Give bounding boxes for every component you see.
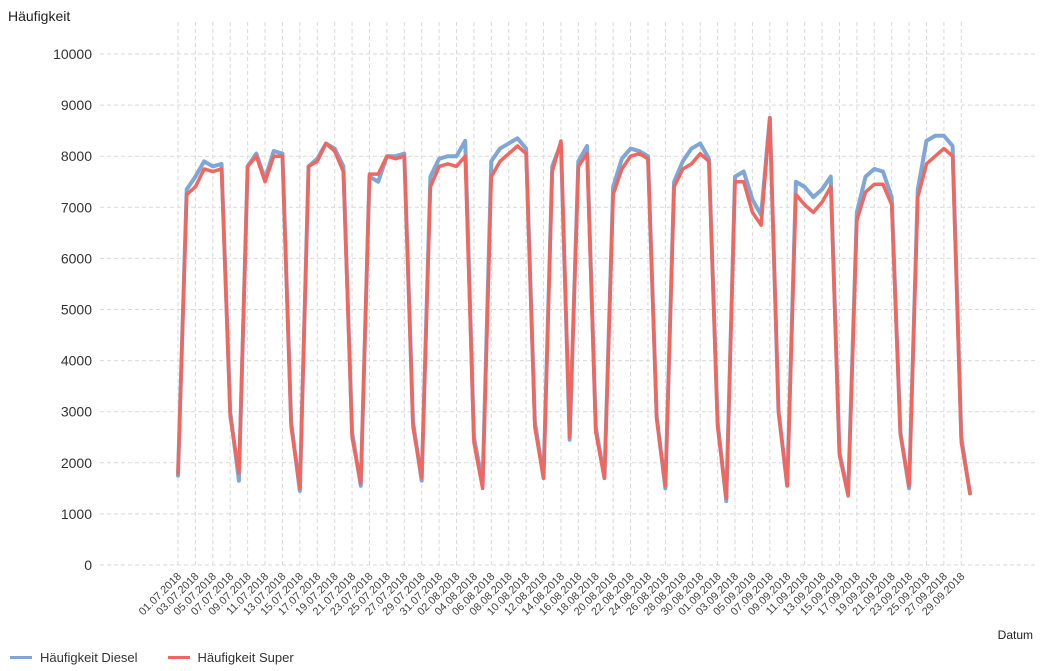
y-tick-label: 0	[84, 557, 92, 573]
legend-item-super: Häufigkeit Super	[167, 650, 294, 665]
x-axis-title: Datum	[997, 628, 1033, 642]
legend-swatch-diesel	[10, 656, 32, 659]
legend: Häufigkeit Diesel Häufigkeit Super	[10, 650, 294, 665]
y-tick-label: 8000	[61, 148, 92, 164]
x-axis-ticks: 01.07.201803.07.201805.07.201807.07.2018…	[137, 571, 968, 618]
y-tick-label: 2000	[61, 455, 92, 471]
legend-item-diesel: Häufigkeit Diesel	[10, 650, 138, 665]
y-tick-label: 5000	[61, 302, 92, 318]
legend-label-diesel: Häufigkeit Diesel	[40, 650, 138, 665]
y-tick-label: 9000	[61, 97, 92, 113]
y-tick-label: 4000	[61, 353, 92, 369]
series-layer	[176, 115, 972, 504]
y-tick-label: 10000	[53, 46, 92, 62]
y-tick-label: 3000	[61, 404, 92, 420]
y-tick-label: 6000	[61, 250, 92, 266]
series-line-super	[176, 116, 972, 501]
y-axis-ticks: 0 1000 2000 3000 4000 5000 6000 7000 8000 9000 100…	[53, 46, 92, 573]
y-tick-label: 1000	[61, 506, 92, 522]
legend-label-super: Häufigkeit Super	[197, 650, 294, 665]
legend-swatch-super	[167, 656, 190, 659]
y-axis-title: Häufigkeit	[8, 8, 71, 24]
y-tick-label: 7000	[61, 199, 92, 215]
